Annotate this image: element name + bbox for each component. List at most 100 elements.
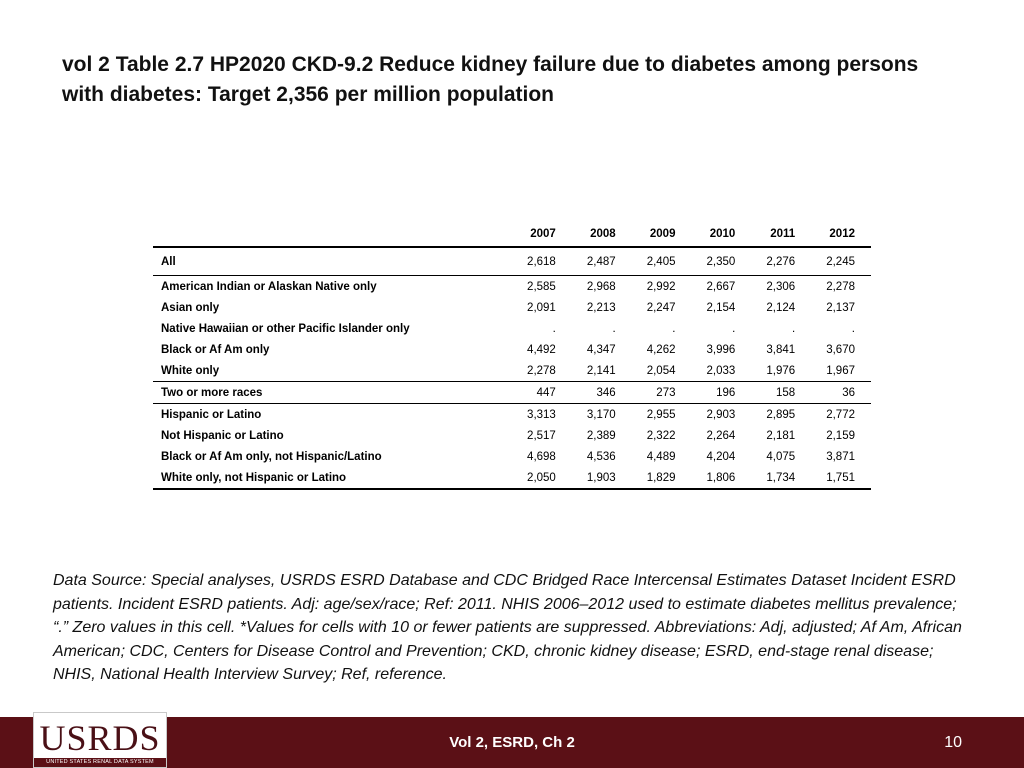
table-cell: 2,124 <box>766 301 796 314</box>
logo-subtext: UNITED STATES RENAL DATA SYSTEM <box>34 758 166 767</box>
table-cell: 2,264 <box>706 429 736 442</box>
table-cell: 4,204 <box>706 450 736 463</box>
table-cell: 2,350 <box>691 247 752 276</box>
year-header: 2011 <box>751 222 812 248</box>
table-cell: 2,487 <box>571 247 632 276</box>
table-row: American Indian or Alaskan Native only 2… <box>153 276 871 298</box>
year-header: 2009 <box>631 222 692 248</box>
row-label: Asian only <box>161 301 220 314</box>
table-row: White only 2,278 2,141 2,054 2,033 1,976… <box>153 360 871 382</box>
table-cell: 2,181 <box>766 429 796 442</box>
table-cell: 2,141 <box>571 360 632 382</box>
row-label: Not Hispanic or Latino <box>161 429 284 442</box>
table-cell: 1,976 <box>751 360 812 382</box>
table-row: Black or Af Am only, not Hispanic/Latino… <box>153 446 871 467</box>
table-cell: 3,170 <box>586 408 616 421</box>
slide-title: vol 2 Table 2.7 HP2020 CKD-9.2 Reduce ki… <box>62 53 919 106</box>
table-row: Native Hawaiian or other Pacific Islande… <box>153 318 871 339</box>
table-cell: 3,313 <box>527 408 556 421</box>
table-cell: 3,841 <box>766 343 796 356</box>
page-number: 10 <box>944 734 962 751</box>
table-row: Not Hispanic or Latino 2,517 2,389 2,322… <box>153 425 871 446</box>
table-cell: . <box>851 322 855 335</box>
table-cell: 1,806 <box>691 467 752 490</box>
row-label: White only, not Hispanic or Latino <box>153 467 512 490</box>
table-row: White only, not Hispanic or Latino 2,050… <box>153 467 871 490</box>
table-cell: 2,033 <box>691 360 752 382</box>
data-table: 2007 2008 2009 2010 2011 2012 All 2,618 … <box>153 222 871 490</box>
table-cell: 2,968 <box>586 280 616 293</box>
table-cell: 2,618 <box>512 247 572 276</box>
table-cell: 4,075 <box>766 450 796 463</box>
data-source-footnote: Data Source: Special analyses, USRDS ESR… <box>53 572 962 683</box>
table-cell: 1,903 <box>571 467 632 490</box>
table-row: Hispanic or Latino 3,313 3,170 2,955 2,9… <box>153 404 871 426</box>
table-cell: 2,247 <box>646 301 676 314</box>
table-cell: 2,895 <box>766 408 796 421</box>
year-header: 2010 <box>691 222 752 248</box>
table-cell: 4,492 <box>527 343 556 356</box>
table-cell: 2,213 <box>586 301 616 314</box>
table-cell: 2,276 <box>751 247 812 276</box>
table-cell: 36 <box>811 381 871 404</box>
table-cell: 3,670 <box>826 343 855 356</box>
table-cell: 196 <box>691 381 752 404</box>
table-cell: 2,278 <box>512 360 572 382</box>
table-cell: 4,698 <box>527 450 556 463</box>
table-cell: 346 <box>571 381 632 404</box>
year-header: 2007 <box>512 222 572 248</box>
table-cell: 2,585 <box>527 280 556 293</box>
usrds-logo: USRDS UNITED STATES RENAL DATA SYSTEM <box>33 712 167 768</box>
table-cell: 3,871 <box>826 450 855 463</box>
table-cell: 2,050 <box>512 467 572 490</box>
footer-chapter-label: Vol 2, ESRD, Ch 2 <box>449 734 575 751</box>
row-label-header <box>153 222 512 248</box>
table-cell: 2,306 <box>766 280 796 293</box>
table-cell: 2,054 <box>631 360 692 382</box>
table-cell: 2,245 <box>811 247 871 276</box>
table-row: Asian only 2,091 2,213 2,247 2,154 2,124… <box>153 297 871 318</box>
table-row: Two or more races 447 346 273 196 158 36 <box>153 381 871 404</box>
table-cell: 4,536 <box>586 450 616 463</box>
table-cell: 2,159 <box>826 429 855 442</box>
table-cell: 1,751 <box>811 467 871 490</box>
row-label: American Indian or Alaskan Native only <box>161 280 377 293</box>
table-row: Black or Af Am only 4,492 4,347 4,262 3,… <box>153 339 871 360</box>
table-cell: 2,091 <box>527 301 556 314</box>
table-cell: 2,278 <box>826 280 855 293</box>
table-cell: . <box>612 322 616 335</box>
table-cell: 4,347 <box>586 343 616 356</box>
table-cell: 2,322 <box>646 429 676 442</box>
table-cell: 3,996 <box>706 343 736 356</box>
table-cell: 1,967 <box>811 360 871 382</box>
table-cell: 2,992 <box>646 280 676 293</box>
table-cell: 158 <box>751 381 812 404</box>
table-cell: . <box>791 322 796 335</box>
table-cell: 2,667 <box>706 280 736 293</box>
row-label: Hispanic or Latino <box>161 408 262 421</box>
row-label: Black or Af Am only, not Hispanic/Latino <box>161 450 382 463</box>
year-header: 2008 <box>571 222 632 248</box>
table-cell: 447 <box>512 381 572 404</box>
logo-mark: USRDS <box>39 718 161 758</box>
table-cell: 1,829 <box>631 467 692 490</box>
row-label: Native Hawaiian or other Pacific Islande… <box>161 322 410 335</box>
table-cell: . <box>552 322 556 335</box>
table-cell: . <box>672 322 676 335</box>
year-header: 2012 <box>811 222 871 248</box>
table-cell: 2,389 <box>586 429 616 442</box>
table-row: All 2,618 2,487 2,405 2,350 2,276 2,245 <box>153 247 871 276</box>
table-cell: 4,262 <box>646 343 676 356</box>
table-cell: 2,154 <box>706 301 736 314</box>
table-cell: 2,955 <box>646 408 676 421</box>
row-label: All <box>153 247 512 276</box>
footer-bar <box>0 717 1024 768</box>
table-cell: 4,489 <box>646 450 676 463</box>
table-cell: 2,137 <box>826 301 855 314</box>
row-label: White only <box>153 360 512 382</box>
table-cell: . <box>732 322 736 335</box>
table-cell: 2,517 <box>527 429 556 442</box>
table-cell: 2,903 <box>706 408 736 421</box>
table-cell: 2,772 <box>826 408 855 421</box>
row-label: Two or more races <box>153 381 512 404</box>
